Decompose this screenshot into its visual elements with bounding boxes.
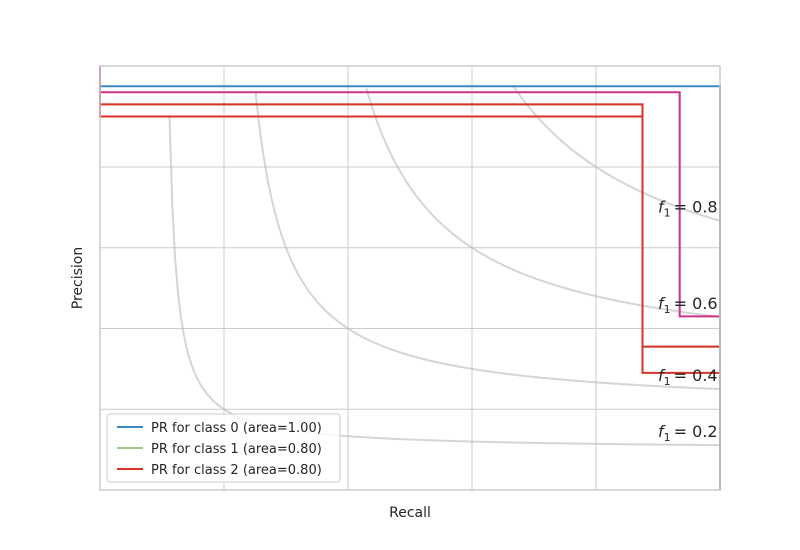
legend-entry-3: PR for class 2 (area=0.80): [151, 463, 322, 478]
y-axis-label: Precision: [70, 247, 86, 309]
legend-box: [106, 413, 341, 483]
iso-f1-labels: f1 = 0.2 f1 = 0.4 f1 = 0.6 f1 = 0.8: [658, 198, 718, 444]
iso-f1-curve-2: [254, 92, 720, 390]
iso-f1-label-3: f1 = 0.6: [658, 294, 718, 316]
legend-entry-2: PR for class 1 (area=0.80): [151, 442, 322, 457]
legend: PR for class 0 (area=1.00) PR for class 1…: [106, 413, 341, 483]
iso-f1-label-2: f1 = 0.4: [658, 366, 718, 388]
iso-f1-curve-4: [513, 86, 721, 222]
legend-entry-1: PR for class 0 (area=1.00): [151, 421, 322, 436]
plot-frame: [99, 65, 721, 491]
iso-f1-label-4: f1 = 0.8: [658, 198, 718, 220]
grid: [100, 66, 720, 490]
iso-f1-label-1: f1 = 0.2: [658, 422, 718, 444]
x-axis-label: Recall: [389, 505, 431, 521]
iso-f1-curve-3: [365, 88, 721, 318]
